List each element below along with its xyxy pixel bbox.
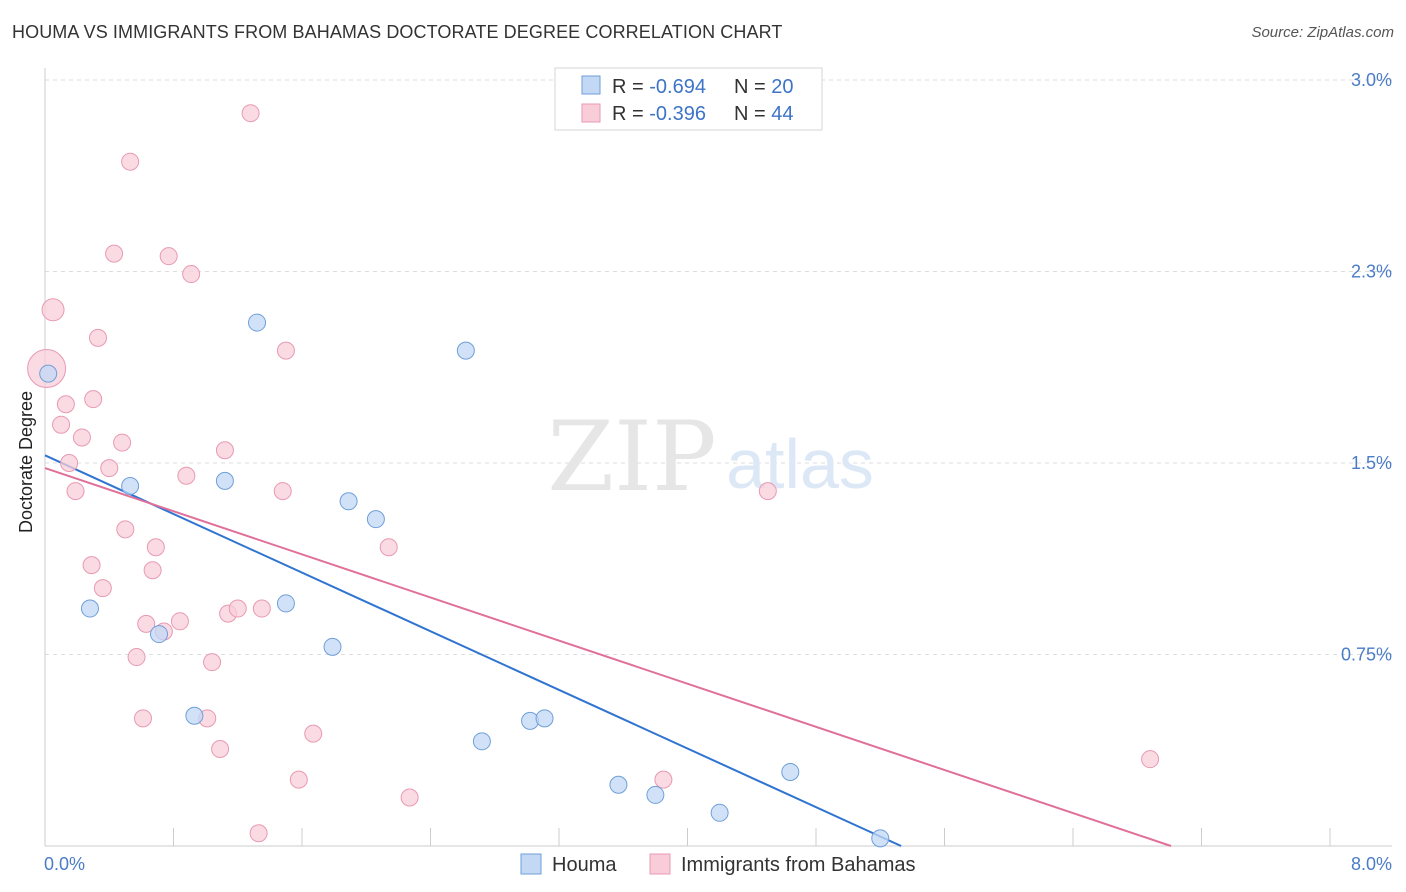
bahamas-point-10 [93, 579, 112, 598]
bahamas-point-5 [66, 482, 85, 501]
houma-n-value: 20 [771, 76, 793, 98]
bahamas-point-16 [127, 648, 146, 667]
bahamas-point-38 [304, 724, 323, 743]
bahamas-n-label: N = [734, 103, 771, 125]
bahamas-point-34 [252, 599, 271, 618]
bahamas-point-19 [143, 561, 162, 580]
bahamas-point-27 [203, 653, 222, 672]
svg-text:R = -0.396: R = -0.396 [612, 103, 706, 125]
houma-r-value: -0.694 [649, 76, 706, 98]
houma-point-11 [456, 341, 475, 360]
y-tick-label-2: 2.3% [1351, 262, 1392, 282]
houma-r-label: R = [612, 76, 649, 98]
bahamas-point-37 [289, 770, 308, 789]
bahamas-point-6 [72, 428, 91, 447]
houma-legend-swatch [581, 75, 601, 95]
svg-text:N = 20: N = 20 [734, 76, 794, 98]
bahamas-point-15 [121, 152, 140, 171]
bahamas-point-2 [52, 415, 71, 434]
trend-lines [44, 454, 1172, 847]
houma-point-0 [39, 364, 58, 383]
bahamas-point-18 [137, 614, 156, 633]
houma-point-14 [535, 709, 554, 728]
axes [44, 68, 1392, 847]
bahamas-point-39 [379, 538, 398, 557]
bahamas-point-35 [273, 482, 292, 501]
bahamas-point-43 [1141, 750, 1160, 769]
bahamas-n-value: 44 [771, 103, 793, 125]
bahamas-point-29 [215, 441, 234, 460]
houma-point-2 [121, 476, 140, 495]
bahamas-point-7 [84, 390, 103, 409]
houma-point-19 [871, 829, 890, 848]
houma-bottom-swatch [520, 853, 542, 875]
bahamas-point-40 [400, 788, 419, 807]
watermark-atlas: atlas [726, 425, 874, 503]
bahamas-point-17 [133, 709, 152, 728]
y-tick-label-0: 0.75% [1341, 645, 1392, 665]
bahamas-point-4 [60, 454, 79, 472]
bahamas-trend-line [44, 467, 1172, 847]
bahamas-legend-swatch [581, 103, 601, 123]
houma-point-7 [276, 594, 295, 613]
bahamas-point-25 [182, 265, 201, 284]
houma-n-label: N = [734, 76, 771, 98]
houma-point-4 [185, 706, 204, 725]
houma-point-12 [472, 732, 491, 751]
bahamas-point-36 [276, 341, 295, 360]
bahamas-r-label: R = [612, 103, 649, 125]
houma-point-5 [215, 471, 234, 490]
y-tick-label-1: 1.5% [1351, 453, 1392, 473]
bahamas-bottom-label: Immigrants from Bahamas [681, 854, 916, 876]
data-points [27, 104, 1160, 848]
watermark: ZIP atlas [547, 401, 874, 513]
houma-point-3 [150, 625, 169, 644]
bahamas-point-11 [100, 459, 119, 478]
houma-point-17 [710, 803, 729, 822]
bahamas-point-31 [228, 599, 247, 618]
svg-text:N = 44: N = 44 [734, 103, 794, 125]
bahamas-point-41 [654, 770, 673, 789]
bahamas-point-8 [82, 556, 101, 575]
bahamas-point-32 [241, 104, 260, 123]
bahamas-point-14 [116, 520, 135, 539]
bahamas-point-23 [170, 612, 189, 631]
bahamas-point-1 [41, 298, 65, 322]
houma-trend-line [44, 454, 902, 847]
bahamas-point-28 [211, 739, 230, 758]
stats-legend: R = -0.694 N = 20 R = -0.396 N = 44 [554, 67, 823, 131]
y-axis-title: Doctorate Degree [16, 391, 36, 533]
houma-point-15 [609, 775, 628, 794]
bahamas-point-42 [758, 482, 777, 501]
x-tick-label-0: 0.0% [44, 854, 85, 874]
chart-title: HOUMA VS IMMIGRANTS FROM BAHAMAS DOCTORA… [12, 22, 783, 42]
svg-text:R = -0.694: R = -0.694 [612, 76, 706, 98]
houma-point-9 [339, 492, 358, 511]
bahamas-bottom-swatch [649, 853, 671, 875]
source-label: Source: ZipAtlas.com [1251, 24, 1394, 41]
watermark-zip: ZIP [547, 401, 716, 513]
tick-labels: 0.75% 1.5% 2.3% 3.0% 0.0% 8.0% [44, 70, 1392, 874]
bahamas-point-24 [177, 466, 196, 485]
bahamas-point-20 [146, 538, 165, 557]
bahamas-point-9 [89, 328, 108, 347]
houma-point-6 [248, 313, 267, 332]
houma-point-1 [80, 599, 99, 618]
houma-bottom-label: Houma [552, 854, 617, 876]
bahamas-point-13 [113, 433, 132, 452]
bahamas-r-value: -0.396 [649, 103, 706, 125]
houma-point-16 [646, 785, 665, 804]
bahamas-point-12 [105, 244, 124, 263]
y-tick-label-3: 3.0% [1351, 70, 1392, 90]
bahamas-point-3 [56, 395, 75, 414]
grid-lines [45, 79, 1392, 655]
bahamas-point-33 [249, 824, 268, 843]
houma-point-18 [781, 762, 800, 781]
houma-point-8 [323, 637, 342, 656]
x-tick-label-1: 8.0% [1351, 854, 1392, 874]
houma-point-10 [366, 510, 385, 529]
bahamas-point-22 [159, 247, 178, 266]
bottom-legend: Houma Immigrants from Bahamas [520, 853, 916, 876]
